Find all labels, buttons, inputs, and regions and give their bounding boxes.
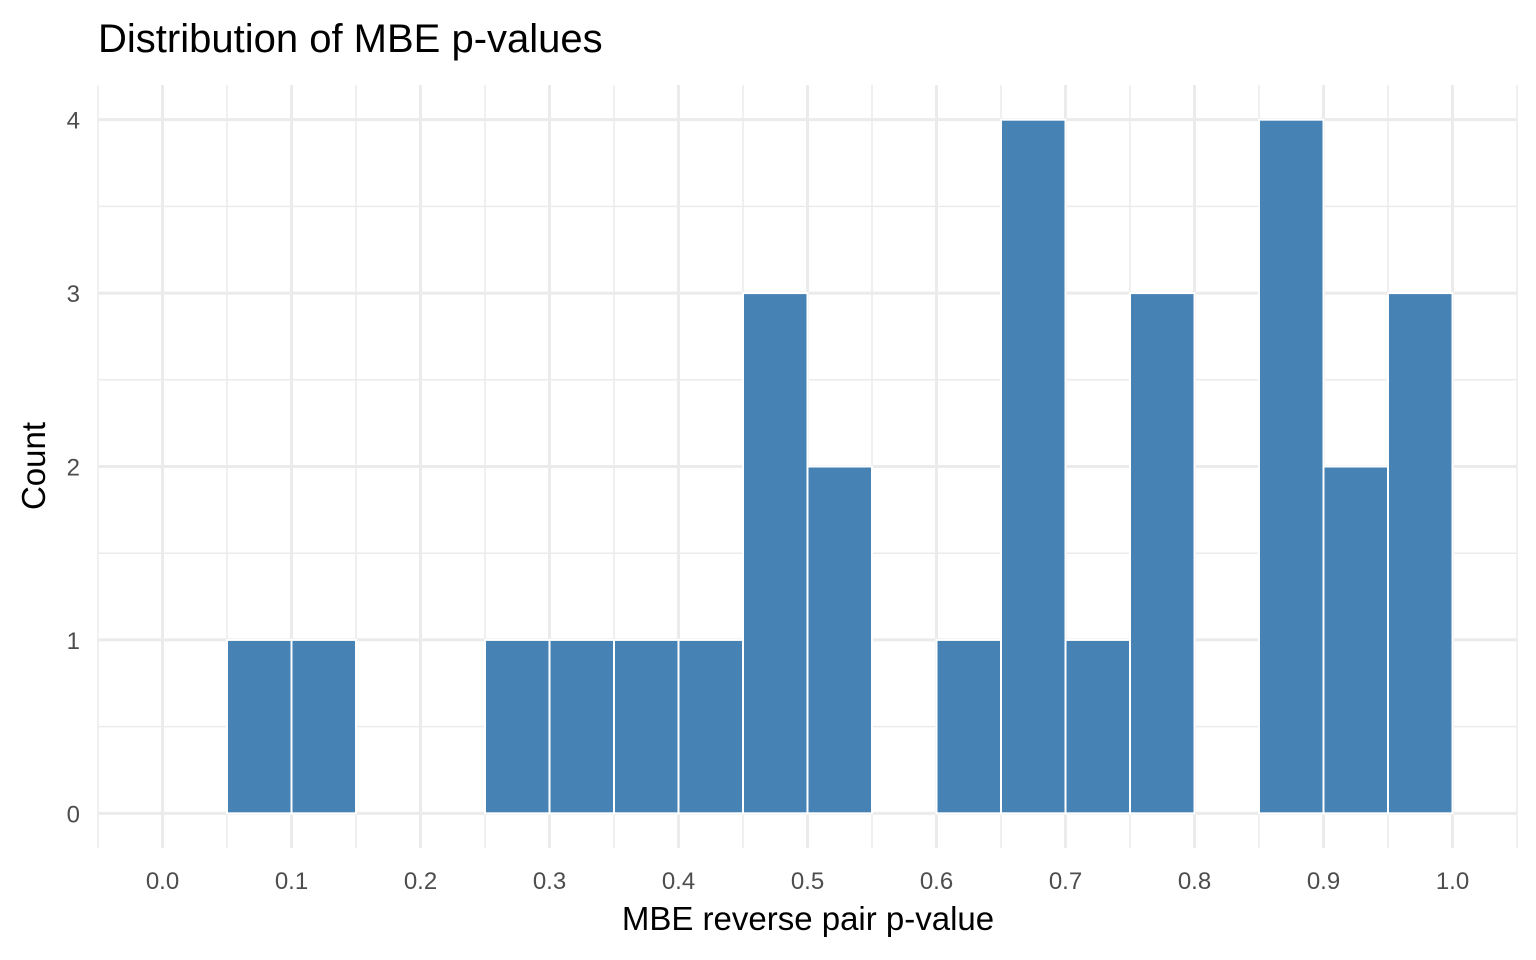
histogram-bar bbox=[484, 638, 551, 815]
y-tick-label: 2 bbox=[67, 455, 80, 482]
x-tick-label: 0.1 bbox=[275, 868, 308, 895]
histogram-bar bbox=[290, 638, 357, 815]
y-tick-label: 0 bbox=[67, 801, 80, 828]
x-tick-label: 0.7 bbox=[1049, 868, 1082, 895]
x-tick-label: 0.4 bbox=[662, 868, 695, 895]
histogram-bar bbox=[1387, 292, 1454, 815]
chart-title: Distribution of MBE p-values bbox=[98, 17, 603, 61]
y-tick-label: 4 bbox=[67, 108, 80, 135]
x-tick-label: 0.2 bbox=[404, 868, 437, 895]
x-tick-label: 1.0 bbox=[1436, 868, 1469, 895]
histogram-bar bbox=[226, 638, 293, 815]
bar-layer bbox=[226, 118, 1454, 815]
histogram-bar bbox=[1129, 292, 1196, 815]
histogram-bar bbox=[742, 292, 809, 815]
x-tick-label: 0.6 bbox=[920, 868, 953, 895]
y-tick-label: 3 bbox=[67, 281, 80, 308]
histogram-bar bbox=[1000, 118, 1067, 815]
histogram-bar bbox=[1064, 638, 1131, 815]
x-tick-label: 0.0 bbox=[146, 868, 179, 895]
tick-label-layer: 0.0 0.1 0.2 0.3 0.4 0.5 0.6 0.7 0.8 0.9 1.0 0 1 2 3 4 bbox=[67, 108, 1470, 895]
y-axis-title: Count bbox=[15, 422, 52, 510]
histogram-bar bbox=[935, 638, 1002, 815]
histogram-bar bbox=[1258, 118, 1325, 815]
histogram-bar bbox=[613, 638, 680, 815]
y-tick-label: 1 bbox=[67, 628, 80, 655]
x-tick-label: 0.9 bbox=[1307, 868, 1340, 895]
histogram-bar bbox=[677, 638, 744, 815]
histogram-bar bbox=[548, 638, 615, 815]
x-tick-label: 0.5 bbox=[791, 868, 824, 895]
x-tick-label: 0.8 bbox=[1178, 868, 1211, 895]
x-tick-label: 0.3 bbox=[533, 868, 566, 895]
x-axis-title: MBE reverse pair p-value bbox=[622, 900, 994, 937]
histogram-bar bbox=[806, 465, 873, 815]
histogram-bar bbox=[1322, 465, 1389, 815]
